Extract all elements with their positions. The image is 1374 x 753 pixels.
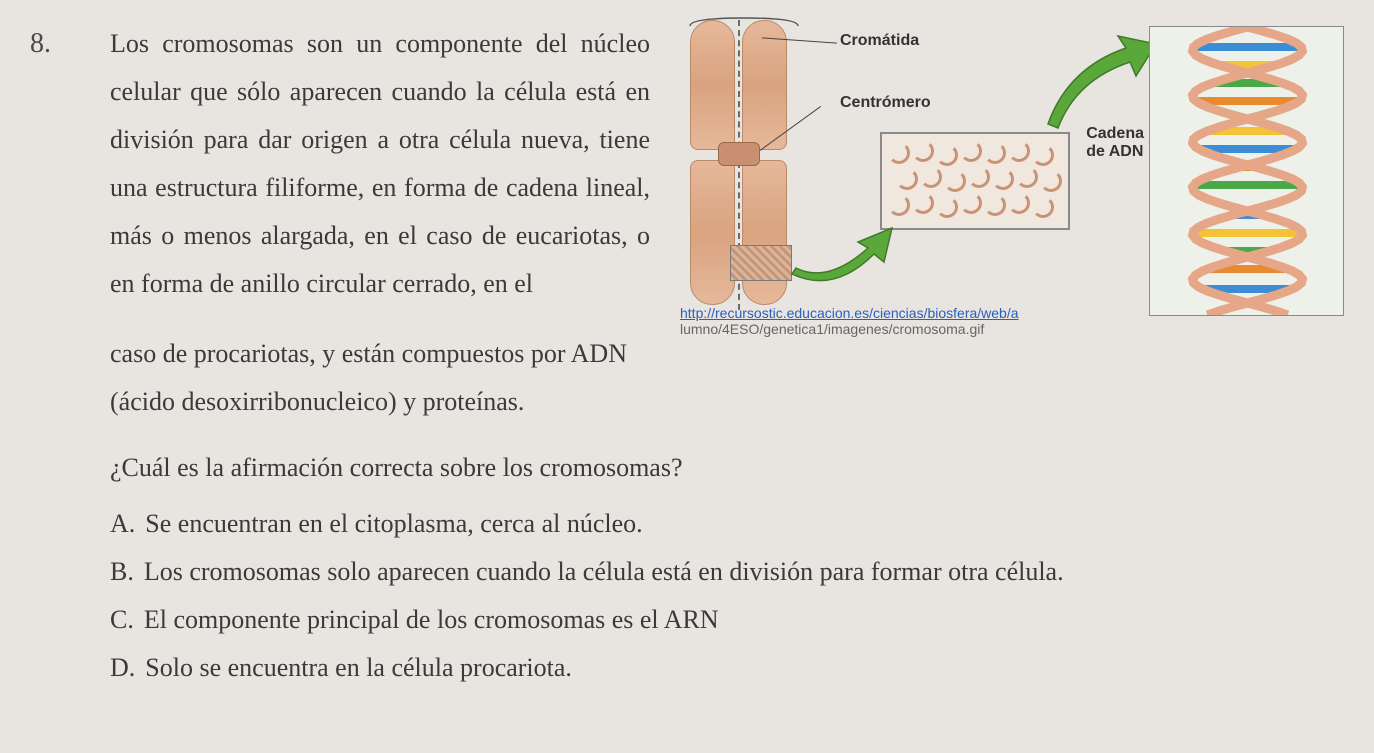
option-b-letter: B. [110,548,134,596]
chromosome-figure: Cromátida Centrómero [670,20,1344,330]
chromatid-left-bot [690,160,735,305]
passage-part2-row: caso de procariotas, y están compuestos … [110,330,1344,378]
chromatin-coil [1008,140,1030,162]
chromatin-coil [992,168,1014,190]
chromatin-coil [1040,170,1062,192]
arrow-to-chromatin [788,216,898,288]
question-text: ¿Cuál es la afirmación correcta sobre lo… [110,444,1344,492]
chromatin-coil [936,144,958,166]
chromatin-coil [944,170,966,192]
content-column: Los cromosomas son un componente del núc… [110,20,1344,692]
chromatid-left-top [690,20,735,150]
chromatin-coil [1008,192,1030,214]
passage-part1: Los cromosomas son un componente del núc… [110,20,650,308]
centromere-shape [718,142,760,166]
option-c-text: El componente principal de los cromosoma… [144,596,719,644]
option-c-letter: C. [110,596,134,644]
chromatin-coil [912,192,934,214]
passage-part2: caso de procariotas, y están compuestos … [110,339,627,368]
option-a-text: Se encuentran en el citoplasma, cerca al… [145,500,642,548]
figure-source-rest: lumno/4ESO/genetica1/imagenes/cromosoma.… [680,321,984,337]
chromatin-coil [1016,166,1038,188]
figure-source: http://recursostic.educacion.es/ciencias… [680,305,1019,337]
chromatin-coil [936,196,958,218]
option-d[interactable]: D. Solo se encuentra en la célula procar… [110,644,1344,692]
option-b[interactable]: B. Los cromosomas solo aparecen cuando l… [110,548,1344,596]
chromatin-coil [960,140,982,162]
chromatin-coil [896,168,918,190]
figure-source-link[interactable]: http://recursostic.educacion.es/ciencias… [680,305,1019,321]
chromatin-coil [912,140,934,162]
dna-helix-box [1149,26,1344,316]
option-c[interactable]: C. El componente principal de los cromos… [110,596,1344,644]
label-cadena-adn: Cadenade ADN [1086,125,1144,161]
chromatin-coil [920,166,942,188]
option-d-text: Solo se encuentra en la célula procariot… [145,644,572,692]
dna-helix-svg [1150,27,1344,316]
chromatin-coil [984,194,1006,216]
bracket-cromatida [684,12,804,32]
chromatin-coil [1032,144,1054,166]
chromatin-coil [1032,196,1054,218]
option-d-letter: D. [110,644,135,692]
label-centromero: Centrómero [840,94,931,112]
chromatin-zoom-box [880,132,1070,230]
chrom-zoom-source-box [730,245,792,281]
arrow-to-dna [1040,28,1160,138]
option-a[interactable]: A. Se encuentran en el citoplasma, cerca… [110,500,1344,548]
chromatin-coil [888,142,910,164]
question-number: 8. [30,20,70,692]
top-row: Los cromosomas son un componente del núc… [110,20,1344,330]
chromatin-coil [888,194,910,216]
chromatin-coil [984,142,1006,164]
options-list: A. Se encuentran en el citoplasma, cerca… [110,500,1344,692]
option-b-text: Los cromosomas solo aparecen cuando la c… [144,548,1064,596]
option-a-letter: A. [110,500,135,548]
label-cromatida: Cromátida [840,32,919,50]
page-root: 8. Los cromosomas son un componente del … [0,0,1374,702]
chromatin-coil [968,166,990,188]
chromatin-coil [960,192,982,214]
passage-part3: (ácido desoxirribonucleico) y proteínas. [110,378,1344,426]
chromatid-right-bot [742,160,787,305]
